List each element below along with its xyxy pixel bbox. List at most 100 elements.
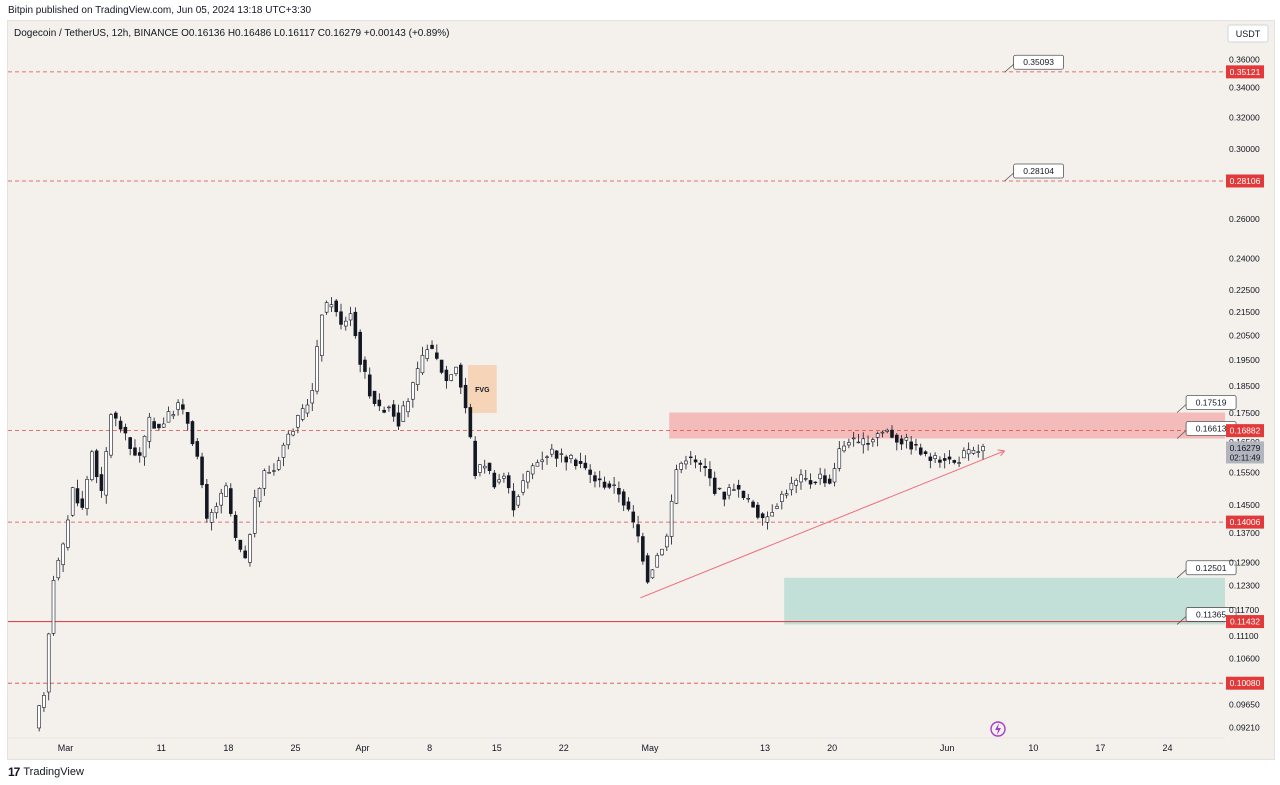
- candle[interactable]: [794, 478, 798, 494]
- chart-svg[interactable]: FVG 0.350930.281040.175190.166130.125010…: [8, 21, 1274, 759]
- candle[interactable]: [957, 456, 961, 467]
- candle[interactable]: [875, 431, 880, 447]
- candle[interactable]: [133, 439, 137, 457]
- candle[interactable]: [181, 398, 185, 415]
- candle[interactable]: [262, 468, 267, 496]
- candle[interactable]: [243, 545, 247, 559]
- candle[interactable]: [612, 476, 616, 494]
- level-price-badge[interactable]: 0.16882: [1226, 424, 1264, 438]
- lightning-icon[interactable]: [990, 721, 1006, 737]
- candle[interactable]: [660, 548, 664, 556]
- candle[interactable]: [248, 533, 252, 567]
- candle[interactable]: [799, 469, 803, 490]
- candle[interactable]: [401, 400, 406, 422]
- price-callout[interactable]: 0.17519: [1176, 395, 1237, 413]
- candle[interactable]: [693, 455, 698, 469]
- candle[interactable]: [99, 466, 104, 498]
- candle[interactable]: [80, 490, 85, 510]
- candle[interactable]: [947, 450, 952, 465]
- candle[interactable]: [679, 461, 683, 474]
- candle[interactable]: [238, 539, 243, 553]
- candle[interactable]: [813, 481, 818, 485]
- candle[interactable]: [372, 390, 377, 407]
- candle[interactable]: [669, 494, 674, 545]
- candle[interactable]: [252, 489, 257, 538]
- candle[interactable]: [530, 463, 535, 480]
- candle[interactable]: [636, 515, 640, 543]
- candle[interactable]: [367, 367, 372, 399]
- candle[interactable]: [267, 465, 271, 474]
- candle[interactable]: [578, 452, 583, 469]
- tradingview-logo[interactable]: 17 TradingView: [8, 765, 84, 779]
- candle[interactable]: [492, 469, 497, 490]
- candle[interactable]: [784, 489, 789, 499]
- candle[interactable]: [727, 484, 731, 500]
- candle[interactable]: [890, 425, 894, 439]
- candle[interactable]: [952, 459, 957, 465]
- candle[interactable]: [573, 458, 578, 470]
- candle[interactable]: [296, 414, 300, 434]
- candle[interactable]: [482, 459, 487, 474]
- candle[interactable]: [334, 298, 338, 317]
- candle[interactable]: [382, 406, 386, 414]
- chart-panel[interactable]: FVG 0.35093 0.28104 0.17519 0.16613 0.12501 0…: [7, 20, 1275, 760]
- candle[interactable]: [406, 398, 410, 418]
- candle[interactable]: [200, 452, 204, 489]
- candle[interactable]: [717, 487, 722, 490]
- candle[interactable]: [564, 454, 568, 471]
- candle[interactable]: [66, 515, 70, 551]
- candle[interactable]: [511, 483, 516, 517]
- candle[interactable]: [205, 478, 209, 523]
- candle[interactable]: [56, 557, 61, 581]
- candle[interactable]: [732, 483, 736, 491]
- candle[interactable]: [698, 460, 703, 472]
- candle[interactable]: [75, 479, 80, 507]
- candle[interactable]: [617, 481, 621, 503]
- candle[interactable]: [463, 377, 468, 414]
- candle[interactable]: [425, 344, 430, 362]
- candle[interactable]: [684, 455, 688, 470]
- candle[interactable]: [827, 474, 832, 485]
- candle[interactable]: [396, 404, 401, 431]
- candle[interactable]: [885, 428, 889, 434]
- candle[interactable]: [142, 435, 147, 466]
- currency-selector[interactable]: USDT: [1227, 24, 1269, 43]
- candle[interactable]: [458, 362, 463, 395]
- candle[interactable]: [497, 473, 501, 485]
- candle[interactable]: [478, 464, 482, 477]
- candle[interactable]: [353, 307, 358, 339]
- candle[interactable]: [195, 438, 200, 460]
- candle[interactable]: [895, 433, 899, 451]
- candle[interactable]: [506, 472, 511, 494]
- candle[interactable]: [104, 447, 109, 504]
- candle[interactable]: [842, 441, 846, 453]
- trendline[interactable]: [640, 450, 1005, 599]
- candle[interactable]: [904, 433, 909, 449]
- candle[interactable]: [626, 497, 631, 512]
- level-price-badge[interactable]: 0.35121: [1226, 65, 1264, 79]
- candle[interactable]: [899, 435, 904, 451]
- candle[interactable]: [569, 453, 573, 464]
- candle[interactable]: [46, 632, 51, 701]
- candle[interactable]: [540, 451, 545, 470]
- candle[interactable]: [176, 399, 180, 416]
- candle[interactable]: [559, 448, 564, 463]
- candle[interactable]: [746, 493, 751, 503]
- candle[interactable]: [214, 502, 219, 519]
- candle[interactable]: [760, 512, 765, 526]
- candle[interactable]: [329, 297, 334, 312]
- candle[interactable]: [631, 505, 636, 529]
- candle[interactable]: [871, 437, 875, 447]
- candle[interactable]: [94, 448, 99, 484]
- candle[interactable]: [358, 329, 362, 373]
- candle[interactable]: [823, 468, 827, 487]
- candle[interactable]: [147, 412, 152, 449]
- candle[interactable]: [157, 423, 161, 431]
- resistance-zone[interactable]: [669, 412, 1225, 439]
- candle[interactable]: [324, 300, 329, 315]
- candle[interactable]: [722, 491, 727, 507]
- candle[interactable]: [391, 399, 396, 422]
- candle[interactable]: [597, 470, 602, 488]
- candle[interactable]: [971, 446, 976, 455]
